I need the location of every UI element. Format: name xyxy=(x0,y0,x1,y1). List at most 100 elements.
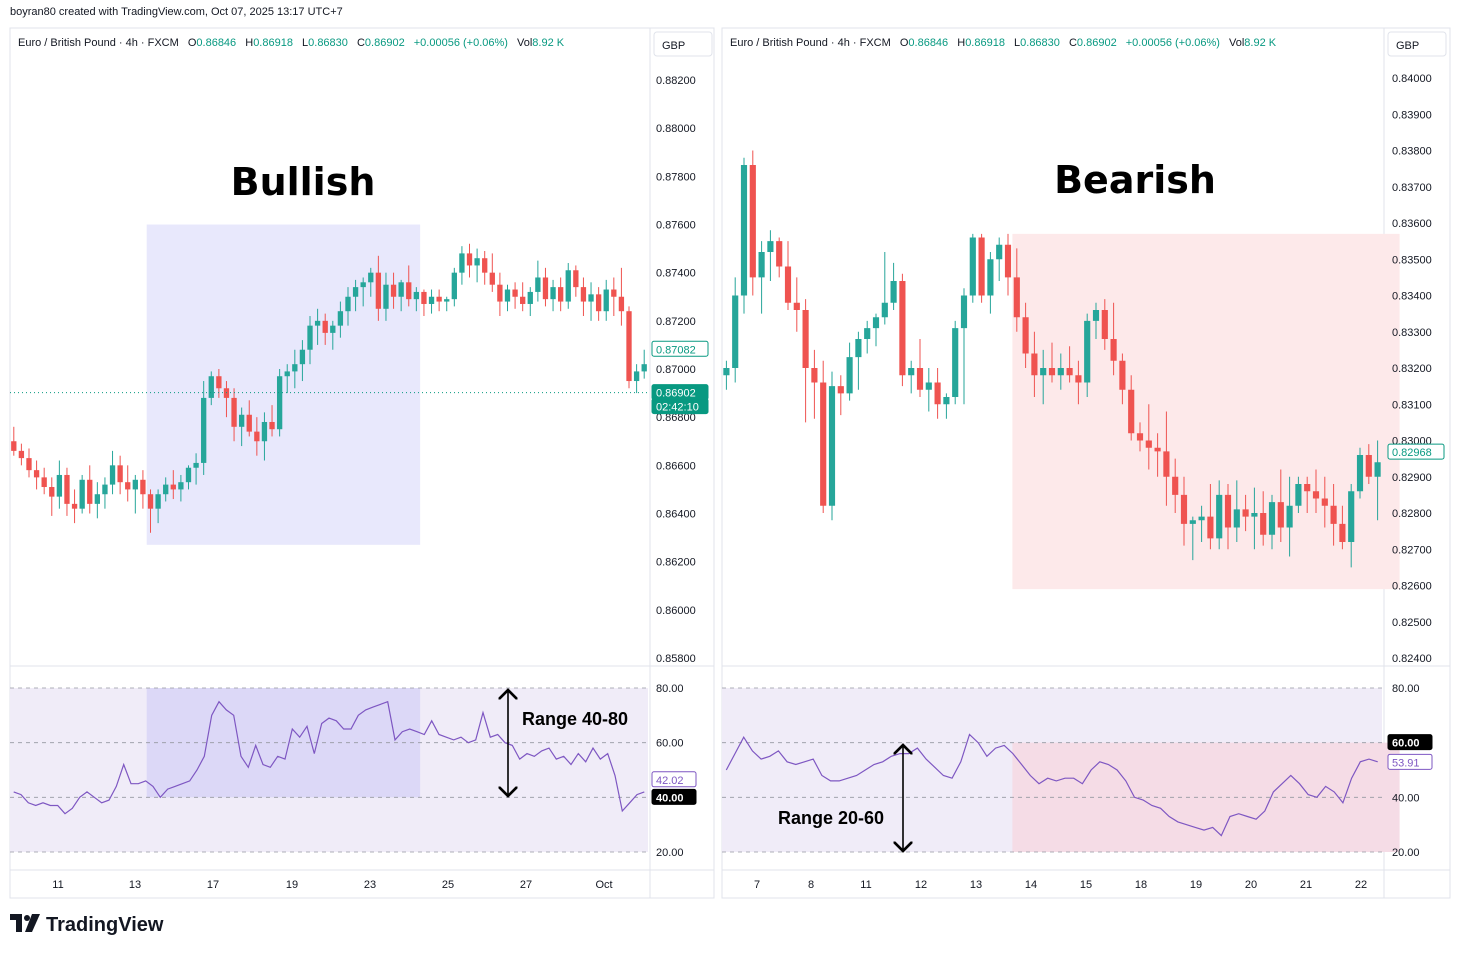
bullish-candle-body xyxy=(573,270,579,288)
bullish-legend-volume-label: Vol xyxy=(517,37,532,49)
bearish-candle-body xyxy=(1260,513,1267,535)
bearish-candle-body xyxy=(732,295,739,368)
bullish-candle-body xyxy=(185,467,192,483)
bearish-date-tick: 12 xyxy=(915,879,927,891)
bearish-rsi-tick: 20.00 xyxy=(1392,847,1420,859)
bearish-candle-body xyxy=(820,382,827,506)
bearish-legend-low: 0.86830 xyxy=(1020,37,1060,49)
tradingview-logo[interactable]: TradingView xyxy=(10,914,163,937)
bullish-legend-open-label: O xyxy=(188,37,197,49)
bullish-candle-body xyxy=(94,494,101,504)
bullish-legend-low: 0.86830 xyxy=(308,37,348,49)
bearish-candle-body xyxy=(1004,244,1012,278)
bearish-candle-body xyxy=(1128,389,1135,434)
bearish-candle-body xyxy=(925,382,932,390)
bearish-candle-body xyxy=(1172,476,1179,495)
bullish-currency-button[interactable] xyxy=(653,31,713,57)
bullish-price-tick: 0.87600 xyxy=(656,220,696,232)
bullish-price-tag: 02:42:10 xyxy=(656,402,699,414)
bearish-candle-body xyxy=(978,237,985,296)
bullish-price-tag: 0.86902 xyxy=(656,388,696,400)
bullish-candle-body xyxy=(390,284,397,297)
bullish-date-tick: 11 xyxy=(52,879,63,891)
bullish-candle-body xyxy=(147,494,154,509)
bearish-legend-open-label: O xyxy=(900,37,909,49)
bearish-price-tick: 0.83400 xyxy=(1392,291,1432,303)
bearish-candle-body xyxy=(784,266,792,303)
bearish-candle-body xyxy=(828,386,836,506)
bullish-candle-body xyxy=(64,474,70,504)
bullish-date-tick: 23 xyxy=(364,879,376,891)
bullish-candle-body xyxy=(474,258,480,266)
bullish-candle-body xyxy=(398,282,404,297)
bearish-date-tick: 18 xyxy=(1135,879,1147,891)
bearish-candle-body xyxy=(1057,368,1064,376)
bullish-chart-panel[interactable]: 0.88200 0.88000 0.87800 0.87600 0.87400 0.872… xyxy=(9,27,715,899)
bullish-price-tag-box xyxy=(651,398,709,415)
bullish-legend-open: 0.86846 xyxy=(196,37,236,49)
bearish-price-tick: 0.84000 xyxy=(1392,73,1432,85)
bullish-price-tag-box xyxy=(651,340,709,357)
bullish-price-tick: 0.88000 xyxy=(656,123,696,135)
bearish-candle-body xyxy=(1356,455,1364,492)
bullish-rsi-tick: 20.00 xyxy=(656,847,684,859)
bearish-title: Bearish xyxy=(1054,158,1216,202)
bullish-candle-body xyxy=(292,364,298,372)
bearish-candle-body xyxy=(969,237,976,296)
bullish-candle-body xyxy=(557,287,564,302)
bearish-rsi-level-lines xyxy=(722,687,1382,853)
tradingview-logo-icon xyxy=(10,914,40,937)
bullish-legend-change: +0.00056 (+0.06%) xyxy=(414,37,508,49)
bearish-candle-body xyxy=(1189,520,1196,524)
bearish-candle-body xyxy=(899,281,906,376)
bearish-candle-body xyxy=(987,259,994,296)
bullish-candle-body xyxy=(208,376,214,398)
bearish-chart-panel[interactable]: 0.84000 0.83900 0.83800 0.83700 0.83600 0.835… xyxy=(721,27,1451,899)
bullish-candle-body xyxy=(79,479,85,509)
bearish-date-tick: 14 xyxy=(1025,879,1037,891)
bearish-panel-frame xyxy=(721,27,1451,899)
bearish-date-tick: 13 xyxy=(970,879,982,891)
bullish-candle-body xyxy=(269,421,275,430)
bearish-rsi-polyline xyxy=(725,733,1378,837)
bullish-candle-body xyxy=(444,299,450,302)
bearish-date-tick: 22 xyxy=(1355,879,1367,891)
bullish-candles xyxy=(10,243,648,533)
bullish-price-tick: 0.86000 xyxy=(656,605,696,617)
bearish-date-tick: 8 xyxy=(808,879,814,891)
bearish-price-tick: 0.82900 xyxy=(1392,472,1432,484)
bearish-candle-body xyxy=(872,317,880,329)
bullish-legend-close-label: C xyxy=(357,37,365,49)
bullish-legend-low-label: L xyxy=(302,37,308,49)
bearish-candle-body xyxy=(1110,339,1117,361)
bullish-candle-body xyxy=(588,294,594,302)
bearish-candle-body xyxy=(1233,509,1240,528)
bullish-currency-label: GBP xyxy=(662,40,685,52)
bearish-candle-body xyxy=(1092,310,1100,321)
bearish-highlight-zone xyxy=(1012,233,1400,590)
bearish-zone-rect xyxy=(1012,233,1400,590)
bullish-candle-body xyxy=(428,296,435,304)
bullish-price-tick: 0.86200 xyxy=(656,557,696,569)
bearish-candle-body xyxy=(908,368,915,376)
bullish-candle-body xyxy=(527,291,533,304)
bearish-price-tick: 0.83100 xyxy=(1392,399,1432,411)
bullish-rsi-level-lines xyxy=(10,687,648,853)
bearish-candle-body xyxy=(1330,505,1337,524)
bullish-date-tick: 19 xyxy=(286,879,298,891)
bearish-candle-body xyxy=(740,165,748,296)
bearish-price-tick: 0.83600 xyxy=(1392,218,1432,230)
bullish-candle-body xyxy=(132,479,138,490)
bearish-rsi-tag-box xyxy=(1387,753,1433,770)
bearish-legend-volume: 8.92 K xyxy=(1244,37,1276,49)
bearish-candle-body xyxy=(1304,484,1311,492)
bearish-currency-button[interactable] xyxy=(1387,31,1447,57)
bearish-rsi-tag: 53.91 xyxy=(1392,757,1420,769)
bullish-legend-high-label: H xyxy=(245,37,253,49)
tradingview-logo-text: TradingView xyxy=(46,914,164,936)
bullish-candle-body xyxy=(18,450,25,459)
bullish-candle-body xyxy=(276,376,283,430)
bearish-rsi-tag: 60.00 xyxy=(1392,738,1420,750)
bullish-legend-high: 0.86918 xyxy=(253,37,293,49)
